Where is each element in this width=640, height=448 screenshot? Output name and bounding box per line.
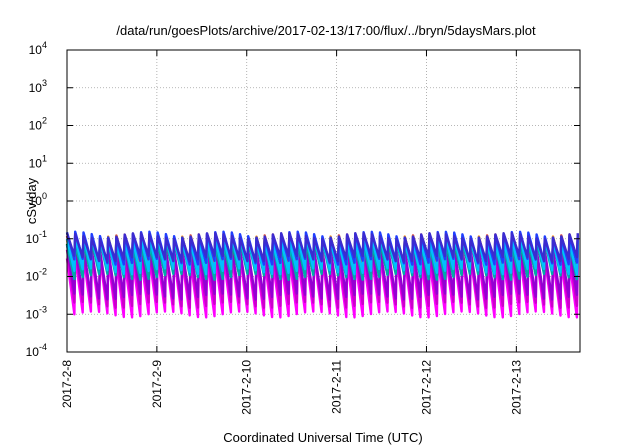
x-tick-label: 2017-2-9: [150, 360, 164, 408]
y-tick-label: 100: [29, 191, 47, 208]
x-tick-label: 2017-2-11: [330, 360, 344, 414]
y-axis: 10-4 10-3 10-2 10-1 100 101 102 103 104: [26, 40, 580, 359]
y-tick-label: 101: [29, 153, 47, 170]
y-tick-label: 10-1: [26, 229, 47, 246]
y-tick-label: 102: [29, 116, 47, 133]
y-tick-label: 10-4: [26, 342, 47, 359]
x-axis: 2017-2-8 2017-2-9 2017-2-10 2017-2-11 2017-2…: [60, 50, 523, 415]
y-tick-label: 104: [29, 40, 47, 57]
x-tick-label: 2017-2-8: [60, 360, 74, 408]
y-tick-label: 103: [29, 78, 47, 95]
x-tick-label: 2017-2-13: [509, 360, 523, 415]
x-tick-label: 2017-2-12: [419, 360, 433, 415]
x-tick-label: 2017-2-10: [240, 360, 254, 415]
y-axis-label: cSv/day: [24, 177, 39, 224]
y-tick-label: 10-3: [26, 304, 47, 321]
chart-title: /data/run/goesPlots/archive/2017-02-13/1…: [116, 23, 536, 38]
x-axis-label: Coordinated Universal Time (UTC): [223, 430, 422, 445]
series-line: [65, 231, 579, 263]
y-tick-label: 10-2: [26, 267, 47, 284]
series-group: [65, 230, 579, 319]
grid: [67, 50, 580, 352]
